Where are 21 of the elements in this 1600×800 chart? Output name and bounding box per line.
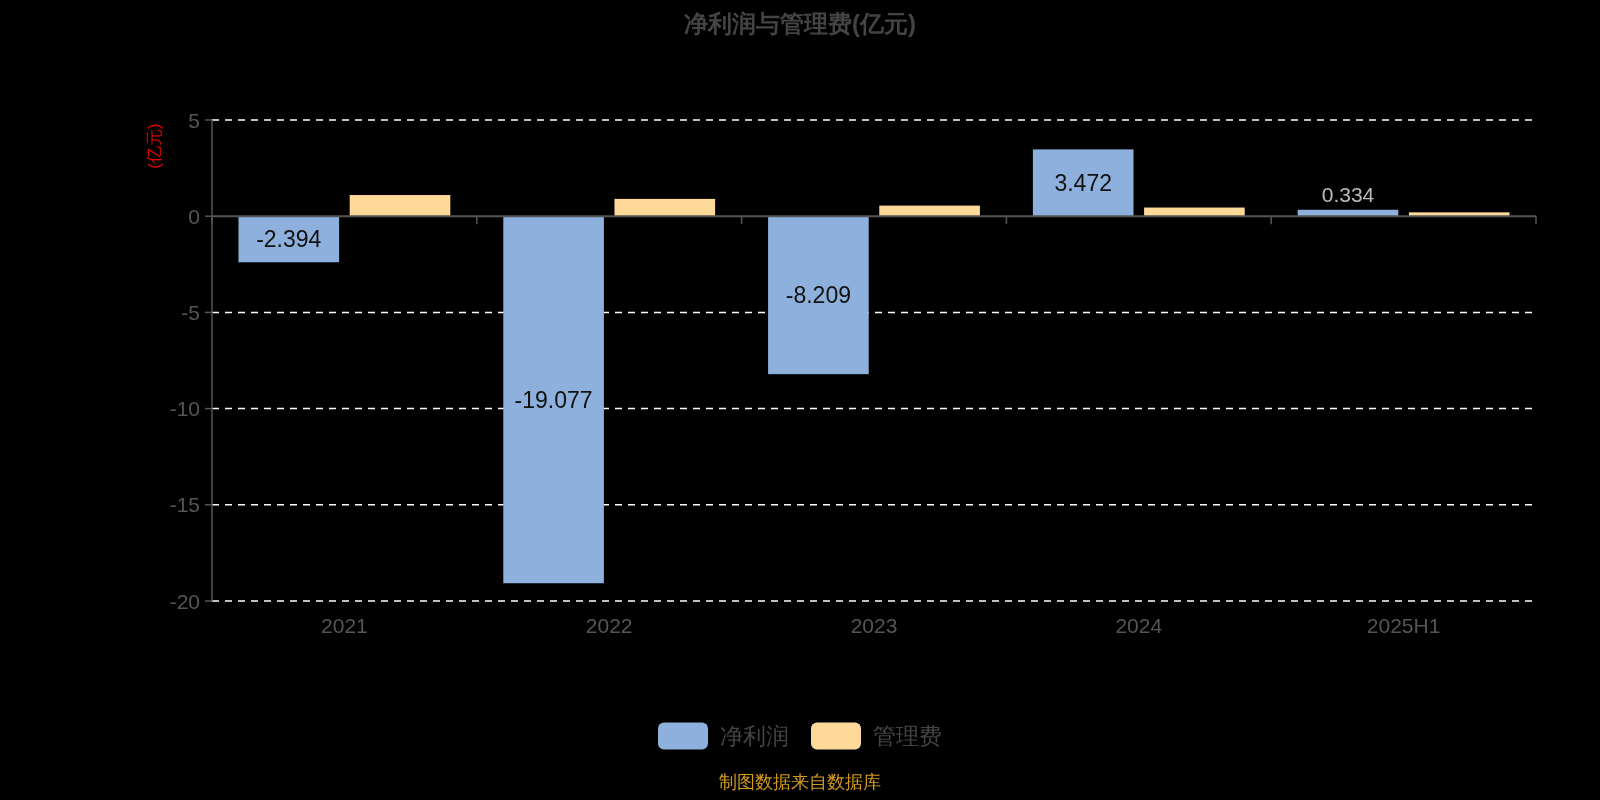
data-label: 0.334 bbox=[1321, 182, 1375, 206]
legend-text: 净利润 bbox=[720, 723, 789, 749]
x-tick-label: 2024 bbox=[1115, 614, 1163, 637]
y-tick-label: -15 bbox=[169, 493, 200, 517]
y-tick-label: 5 bbox=[188, 108, 200, 132]
ylabel: (亿元) bbox=[145, 123, 164, 169]
x-tick-label: 2023 bbox=[850, 614, 898, 637]
y-tick-label: -10 bbox=[169, 397, 200, 421]
y-tick-label: -20 bbox=[169, 589, 200, 613]
y-tick-label: 0 bbox=[188, 204, 200, 228]
x-tick-label: 2022 bbox=[585, 614, 633, 637]
data-label: -2.394 bbox=[256, 226, 322, 253]
title: 净利润与管理费(亿元) bbox=[684, 10, 916, 37]
y-tick-label: -5 bbox=[181, 300, 200, 324]
annotation: 制图数据来自数据库 bbox=[719, 772, 881, 792]
legend-text: 管理费 bbox=[873, 723, 942, 749]
data-label: -8.209 bbox=[785, 282, 851, 309]
data-label: 3.472 bbox=[1054, 169, 1112, 196]
x-tick-label: 2025H1 bbox=[1366, 614, 1441, 637]
data-label: -19.077 bbox=[514, 386, 593, 413]
x-tick-label: 2021 bbox=[321, 614, 368, 637]
